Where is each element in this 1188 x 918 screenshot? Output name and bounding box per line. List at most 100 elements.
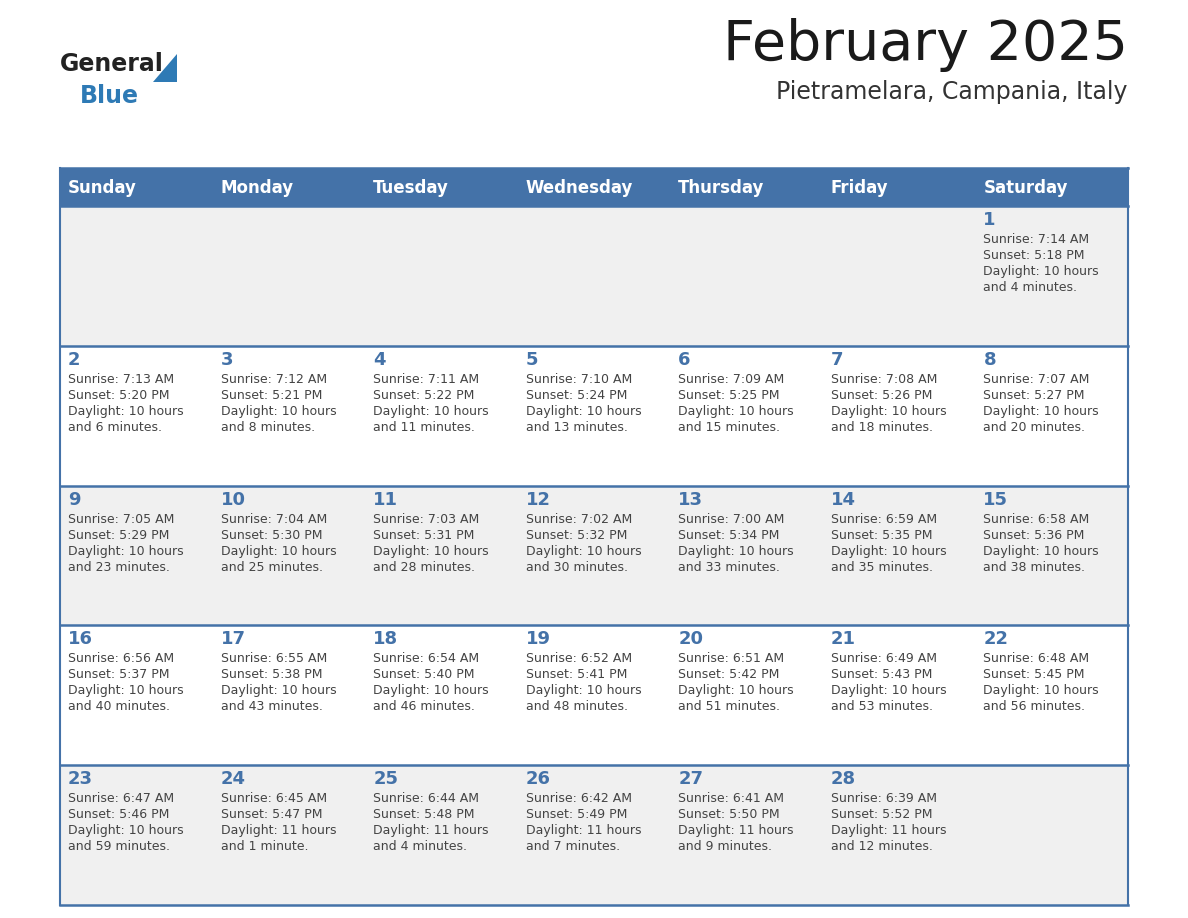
Text: Sunset: 5:37 PM: Sunset: 5:37 PM <box>68 668 170 681</box>
Bar <box>61 346 1127 486</box>
Text: and 23 minutes.: and 23 minutes. <box>68 561 170 574</box>
Text: Sunset: 5:21 PM: Sunset: 5:21 PM <box>221 389 322 402</box>
Text: Daylight: 10 hours: Daylight: 10 hours <box>678 685 794 698</box>
Text: Sunrise: 6:55 AM: Sunrise: 6:55 AM <box>221 653 327 666</box>
Text: Sunrise: 6:41 AM: Sunrise: 6:41 AM <box>678 792 784 805</box>
Text: Sunrise: 7:04 AM: Sunrise: 7:04 AM <box>221 512 327 526</box>
Text: Sunset: 5:26 PM: Sunset: 5:26 PM <box>830 389 933 402</box>
Text: and 53 minutes.: and 53 minutes. <box>830 700 933 713</box>
Text: Sunrise: 6:45 AM: Sunrise: 6:45 AM <box>221 792 327 805</box>
Text: 3: 3 <box>221 351 233 369</box>
Text: 26: 26 <box>526 770 551 789</box>
Text: Daylight: 11 hours: Daylight: 11 hours <box>830 824 947 837</box>
Text: Sunset: 5:36 PM: Sunset: 5:36 PM <box>984 529 1085 542</box>
Text: Sunset: 5:41 PM: Sunset: 5:41 PM <box>526 668 627 681</box>
Text: Sunset: 5:30 PM: Sunset: 5:30 PM <box>221 529 322 542</box>
Text: Daylight: 10 hours: Daylight: 10 hours <box>68 544 184 557</box>
Text: 22: 22 <box>984 631 1009 648</box>
Bar <box>61 486 1127 625</box>
Text: 2: 2 <box>68 351 81 369</box>
Text: Daylight: 10 hours: Daylight: 10 hours <box>984 405 1099 418</box>
Text: and 15 minutes.: and 15 minutes. <box>678 420 781 434</box>
Text: 27: 27 <box>678 770 703 789</box>
Bar <box>61 766 1127 905</box>
Text: Sunset: 5:18 PM: Sunset: 5:18 PM <box>984 249 1085 262</box>
Text: Sunset: 5:31 PM: Sunset: 5:31 PM <box>373 529 474 542</box>
Text: Tuesday: Tuesday <box>373 179 449 197</box>
Text: Sunset: 5:22 PM: Sunset: 5:22 PM <box>373 389 474 402</box>
Text: Sunset: 5:32 PM: Sunset: 5:32 PM <box>526 529 627 542</box>
Bar <box>61 625 1127 766</box>
Text: and 11 minutes.: and 11 minutes. <box>373 420 475 434</box>
Text: Sunset: 5:45 PM: Sunset: 5:45 PM <box>984 668 1085 681</box>
Text: Sunset: 5:38 PM: Sunset: 5:38 PM <box>221 668 322 681</box>
Text: Sunset: 5:49 PM: Sunset: 5:49 PM <box>526 808 627 822</box>
Text: Sunrise: 7:12 AM: Sunrise: 7:12 AM <box>221 373 327 386</box>
Text: Daylight: 11 hours: Daylight: 11 hours <box>373 824 488 837</box>
Bar <box>61 168 1127 206</box>
Text: and 33 minutes.: and 33 minutes. <box>678 561 781 574</box>
Text: Sunset: 5:25 PM: Sunset: 5:25 PM <box>678 389 779 402</box>
Text: 10: 10 <box>221 490 246 509</box>
Text: Daylight: 10 hours: Daylight: 10 hours <box>984 544 1099 557</box>
Text: Sunrise: 6:39 AM: Sunrise: 6:39 AM <box>830 792 937 805</box>
Text: Sunrise: 7:09 AM: Sunrise: 7:09 AM <box>678 373 784 386</box>
Text: Sunrise: 6:56 AM: Sunrise: 6:56 AM <box>68 653 175 666</box>
Text: Daylight: 10 hours: Daylight: 10 hours <box>221 405 336 418</box>
Text: Daylight: 10 hours: Daylight: 10 hours <box>526 544 642 557</box>
Text: 11: 11 <box>373 490 398 509</box>
Text: and 13 minutes.: and 13 minutes. <box>526 420 627 434</box>
Text: Sunset: 5:42 PM: Sunset: 5:42 PM <box>678 668 779 681</box>
Text: Pietramelara, Campania, Italy: Pietramelara, Campania, Italy <box>777 80 1127 104</box>
Text: Daylight: 10 hours: Daylight: 10 hours <box>830 685 947 698</box>
Text: Sunrise: 7:07 AM: Sunrise: 7:07 AM <box>984 373 1089 386</box>
Text: and 7 minutes.: and 7 minutes. <box>526 840 620 853</box>
Text: Daylight: 10 hours: Daylight: 10 hours <box>373 405 488 418</box>
Text: Daylight: 10 hours: Daylight: 10 hours <box>984 685 1099 698</box>
Text: and 51 minutes.: and 51 minutes. <box>678 700 781 713</box>
Text: Sunrise: 6:48 AM: Sunrise: 6:48 AM <box>984 653 1089 666</box>
Text: 9: 9 <box>68 490 81 509</box>
Text: 7: 7 <box>830 351 843 369</box>
Text: 16: 16 <box>68 631 93 648</box>
Text: Daylight: 10 hours: Daylight: 10 hours <box>678 405 794 418</box>
Text: Daylight: 10 hours: Daylight: 10 hours <box>221 685 336 698</box>
Text: Sunrise: 6:59 AM: Sunrise: 6:59 AM <box>830 512 937 526</box>
Text: Sunset: 5:43 PM: Sunset: 5:43 PM <box>830 668 933 681</box>
Text: Daylight: 11 hours: Daylight: 11 hours <box>526 824 642 837</box>
Text: 8: 8 <box>984 351 996 369</box>
Text: and 25 minutes.: and 25 minutes. <box>221 561 323 574</box>
Text: 6: 6 <box>678 351 690 369</box>
Text: and 40 minutes.: and 40 minutes. <box>68 700 170 713</box>
Text: Sunset: 5:48 PM: Sunset: 5:48 PM <box>373 808 475 822</box>
Text: February 2025: February 2025 <box>723 18 1127 72</box>
Text: Daylight: 10 hours: Daylight: 10 hours <box>68 685 184 698</box>
Text: 28: 28 <box>830 770 857 789</box>
Text: 18: 18 <box>373 631 398 648</box>
Text: Daylight: 10 hours: Daylight: 10 hours <box>373 685 488 698</box>
Text: Daylight: 10 hours: Daylight: 10 hours <box>68 824 184 837</box>
Text: Sunrise: 7:10 AM: Sunrise: 7:10 AM <box>526 373 632 386</box>
Text: and 4 minutes.: and 4 minutes. <box>373 840 467 853</box>
Text: Daylight: 11 hours: Daylight: 11 hours <box>678 824 794 837</box>
Text: and 8 minutes.: and 8 minutes. <box>221 420 315 434</box>
Text: and 28 minutes.: and 28 minutes. <box>373 561 475 574</box>
Text: Sunset: 5:27 PM: Sunset: 5:27 PM <box>984 389 1085 402</box>
Text: 13: 13 <box>678 490 703 509</box>
Text: Daylight: 10 hours: Daylight: 10 hours <box>984 265 1099 278</box>
Text: 1: 1 <box>984 211 996 229</box>
Text: Sunset: 5:52 PM: Sunset: 5:52 PM <box>830 808 933 822</box>
Text: Sunset: 5:20 PM: Sunset: 5:20 PM <box>68 389 170 402</box>
Text: Daylight: 10 hours: Daylight: 10 hours <box>830 544 947 557</box>
Text: Sunset: 5:47 PM: Sunset: 5:47 PM <box>221 808 322 822</box>
Text: 17: 17 <box>221 631 246 648</box>
Text: and 9 minutes.: and 9 minutes. <box>678 840 772 853</box>
Text: and 46 minutes.: and 46 minutes. <box>373 700 475 713</box>
Polygon shape <box>153 54 177 82</box>
Text: and 35 minutes.: and 35 minutes. <box>830 561 933 574</box>
Text: Daylight: 10 hours: Daylight: 10 hours <box>830 405 947 418</box>
Text: and 43 minutes.: and 43 minutes. <box>221 700 322 713</box>
Text: and 48 minutes.: and 48 minutes. <box>526 700 627 713</box>
Text: Blue: Blue <box>80 84 139 108</box>
Text: Sunrise: 7:08 AM: Sunrise: 7:08 AM <box>830 373 937 386</box>
